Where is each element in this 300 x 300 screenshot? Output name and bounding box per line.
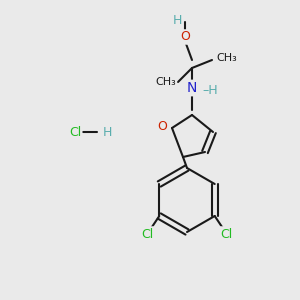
Text: O: O xyxy=(180,31,190,44)
Text: O: O xyxy=(157,119,167,133)
Text: Cl: Cl xyxy=(220,227,233,241)
Text: Cl: Cl xyxy=(69,125,81,139)
Text: –H: –H xyxy=(202,83,218,97)
Text: CH₃: CH₃ xyxy=(216,53,237,63)
Text: Cl: Cl xyxy=(141,227,153,241)
Text: CH₃: CH₃ xyxy=(155,77,176,87)
Text: H: H xyxy=(172,14,182,26)
Text: N: N xyxy=(187,81,197,95)
Text: H: H xyxy=(103,125,112,139)
